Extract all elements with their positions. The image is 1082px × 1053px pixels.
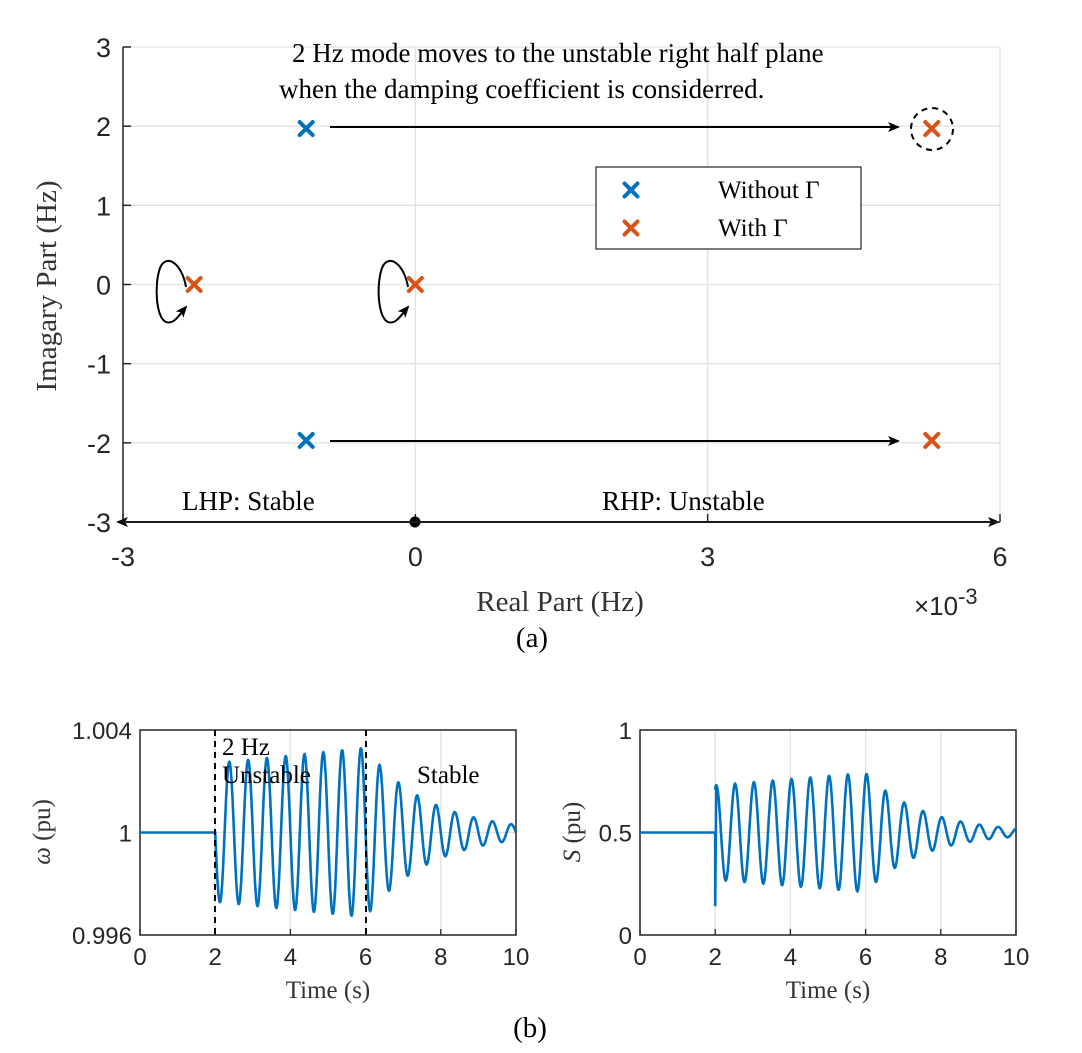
pole-map-xlabel: Real Part (Hz) (476, 586, 644, 618)
x-tick-label: -3 (111, 542, 135, 572)
unstable-mode-highlight (910, 107, 954, 151)
pole-with-gamma (923, 120, 941, 138)
unstable-label: Unstable (222, 762, 311, 789)
x-tick-label: 8 (434, 944, 447, 971)
y-tick-label: -1 (87, 350, 111, 380)
legend-label: Without Γ (718, 177, 820, 204)
y-tick-label: 0 (619, 923, 632, 950)
legend-marker (622, 219, 640, 237)
legend: Without Γ With Γ (595, 166, 862, 250)
legend-marker (622, 181, 640, 199)
pole-with-gamma (406, 276, 424, 293)
x-tick-label: 6 (859, 944, 872, 971)
x-tick-label: 8 (934, 944, 947, 971)
x-tick-label: 10 (503, 944, 530, 971)
x-tick-label: 4 (784, 944, 797, 971)
pole-without-gamma (297, 431, 315, 449)
frequency-series-line (140, 747, 518, 918)
power-series-line (640, 772, 1017, 907)
pole-without-gamma (297, 120, 315, 138)
y-tick-label: 3 (96, 33, 111, 63)
panel-b-caption: (b) (513, 1012, 547, 1044)
annotation-line-1: 2 Hz mode moves to the unstable right ha… (292, 38, 824, 68)
frequency-ylabel: ω (pu) (29, 799, 56, 865)
x-tick-label: 2 (209, 944, 222, 971)
y-tick-label: -3 (87, 508, 111, 538)
power-ticks: 0 2 4 6 8 10 0 0.5 1 (599, 718, 1030, 971)
lhp-label: LHP: Stable (182, 486, 315, 516)
y-tick-label: 2 (96, 112, 111, 142)
rhp-label: RHP: Unstable (602, 486, 765, 516)
y-tick-label: 1.004 (72, 718, 132, 745)
annotation-line-2: when the damping coefficient is consider… (279, 74, 764, 104)
pole-with-gamma (923, 431, 941, 449)
y-tick-label: 1 (119, 821, 132, 848)
panel-a-caption: (a) (516, 622, 548, 654)
y-tick-label: 1 (96, 191, 111, 221)
pole-with-gamma (185, 276, 203, 293)
frequency-ticks: 0 2 4 6 8 10 0.996 1 1.004 (72, 718, 529, 971)
power-xlabel: Time (s) (786, 977, 871, 1004)
y-tick-label: 0 (96, 271, 111, 301)
power-response-chart: 0 2 4 6 8 10 0 0.5 1 Time (s) S (pu) (559, 718, 1029, 1004)
mode-2hz-label: 2 Hz (222, 734, 270, 761)
pole-map-grid (122, 46, 1001, 523)
x-exponent: ×10-3 (914, 584, 978, 621)
stable-label: Stable (417, 762, 480, 789)
power-ylabel: S (pu) (559, 802, 586, 862)
legend-label: With Γ (718, 215, 788, 242)
x-tick-label: 4 (284, 944, 297, 971)
x-tick-label: 6 (992, 542, 1007, 572)
pole-map-ticks: -3 0 3 6 -3 -2 -1 0 1 2 3 (87, 33, 1008, 572)
pole-map-ylabel: Imagary Part (Hz) (31, 181, 63, 392)
center-loop-arrow (377, 260, 410, 324)
y-tick-label: 0.5 (599, 821, 632, 848)
x-tick-label: 0 (133, 944, 146, 971)
y-tick-label: 1 (619, 718, 632, 745)
pole-markers (185, 120, 941, 449)
y-tick-label: -2 (87, 429, 111, 459)
x-tick-label: 6 (359, 944, 372, 971)
pole-map-chart: -3 0 3 6 -3 -2 -1 0 1 2 3 2 Hz mode moves to the u… (31, 33, 1008, 654)
x-tick-label: 10 (1003, 944, 1030, 971)
legend-box (595, 166, 862, 250)
left-loop-arrow (155, 260, 188, 324)
x-tick-label: 3 (700, 542, 715, 572)
x-tick-label: 2 (709, 944, 722, 971)
x-tick-label: 0 (633, 944, 646, 971)
x-tick-label: 0 (408, 542, 423, 572)
frequency-xlabel: Time (s) (286, 977, 371, 1004)
y-tick-label: 0.996 (72, 923, 132, 950)
